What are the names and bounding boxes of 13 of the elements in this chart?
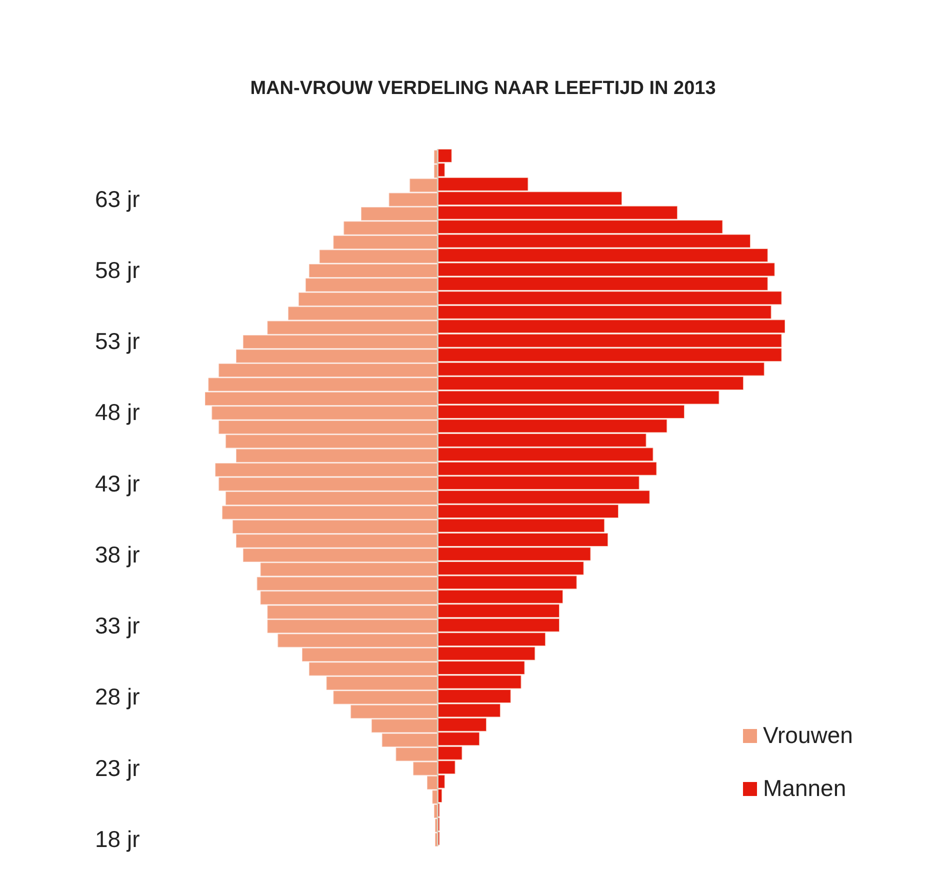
y-tick-label: 18 jr bbox=[95, 826, 140, 852]
y-tick-label: 63 jr bbox=[95, 186, 140, 212]
y-tick-label: 23 jr bbox=[95, 754, 140, 781]
y-tick-label: 58 jr bbox=[95, 256, 140, 283]
y-tick-label: 28 jr bbox=[95, 684, 140, 710]
y-tick-label: 43 jr bbox=[95, 470, 140, 496]
y-tick-label: 38 jr bbox=[95, 541, 140, 568]
y-tick-label: 33 jr bbox=[95, 612, 140, 639]
chart-title: MAN-VROUW VERDELING NAAR LEEFTIJD IN 2013 bbox=[249, 78, 717, 100]
legend-label: Vrouwen bbox=[763, 722, 853, 749]
y-tick-label: 48 jr bbox=[95, 399, 140, 426]
y-tick-label: 53 jr bbox=[95, 328, 140, 354]
legend-label: Mannen bbox=[763, 775, 846, 802]
